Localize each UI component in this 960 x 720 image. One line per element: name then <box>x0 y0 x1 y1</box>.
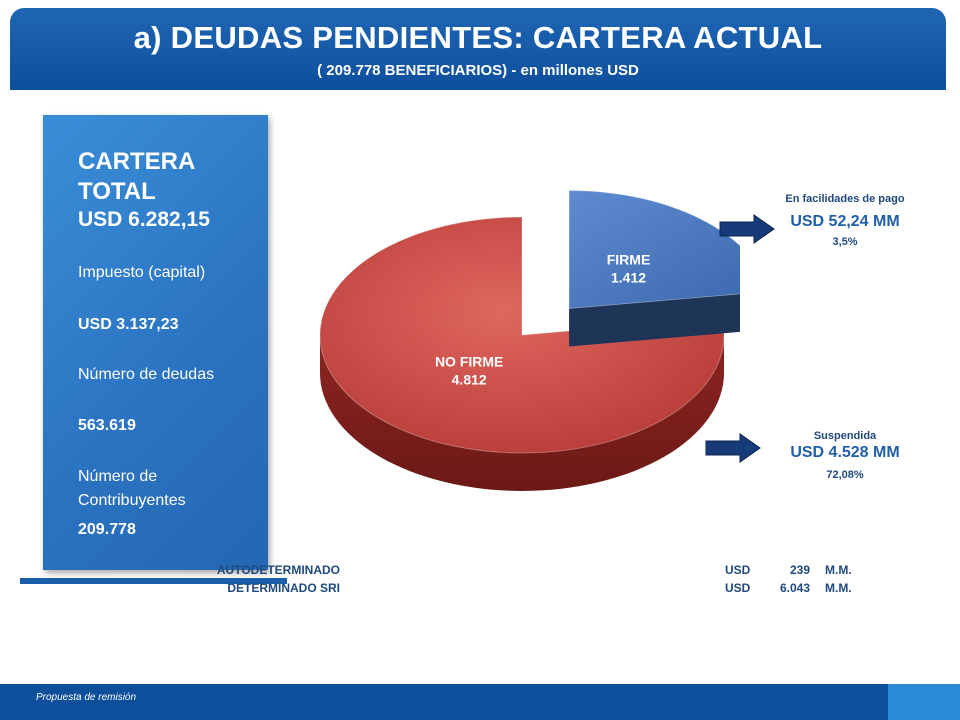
pie-chart: NO FIRME 4.812 FIRME 1.412 <box>319 190 740 491</box>
slice-no-firme <box>319 216 725 454</box>
page-subtitle: ( 209.778 BENEFICIARIOS) - en millones U… <box>317 62 639 79</box>
taxpayer-count-label: Número de Contribuyentes <box>78 468 186 509</box>
panel-total: USD 6.282,15 <box>78 208 210 231</box>
breakdown-currency: USD <box>725 581 751 595</box>
slice-label: NO FIRME <box>435 354 503 370</box>
annotation-label: En facilidades de pago <box>785 193 905 205</box>
slice-value-label: 4.812 <box>452 372 487 388</box>
annotation-percent: 72,08% <box>826 469 864 481</box>
annotation-value: USD 52,24 MM <box>790 213 900 230</box>
breakdown-amount: 6.043 <box>779 581 810 595</box>
page-title: a) DEUDAS PENDIENTES: CARTERA ACTUAL <box>133 20 823 55</box>
tax-capital-label: Impuesto (capital) <box>78 264 206 281</box>
slice-wall-firme <box>569 293 740 347</box>
annotation-label: Suspendida <box>813 430 877 442</box>
footer-accent <box>888 684 960 720</box>
panel-heading: CARTERA TOTAL <box>78 148 195 205</box>
panel-underline <box>20 578 287 584</box>
summary-panel: CARTERA TOTAL USD 6.282,15 Impuesto (cap… <box>43 115 268 570</box>
tax-capital-value: USD 3.137,23 <box>78 316 179 333</box>
debt-count-label: Número de deudas <box>78 366 215 383</box>
slice-side-no-firme <box>320 335 724 491</box>
slice-label: FIRME <box>607 251 651 267</box>
footer-bar: Propuesta de remisión <box>0 684 960 720</box>
slice-firme <box>568 190 740 310</box>
taxpayer-count-value: 209.778 <box>78 521 136 538</box>
slice-value-label: 1.412 <box>611 269 646 285</box>
annotation-percent: 3,5% <box>832 236 858 248</box>
breakdown-name: DETERMINADO SRI <box>227 581 340 595</box>
breakdown-unit: M.M. <box>825 563 852 577</box>
debt-count-value: 563.619 <box>78 417 136 434</box>
arrow-right-icon <box>705 433 761 463</box>
breakdown-name: AUTODETERMINADO <box>216 563 340 577</box>
breakdown-currency: USD <box>725 563 751 577</box>
breakdown-amount: 239 <box>789 563 810 577</box>
footer-text: Propuesta de remisión <box>36 692 137 703</box>
annotation-value: USD 4.528 MM <box>790 444 900 461</box>
arrow-right-icon <box>719 214 775 244</box>
title-banner: a) DEUDAS PENDIENTES: CARTERA ACTUAL ( 2… <box>10 8 946 90</box>
breakdown-unit: M.M. <box>825 581 852 595</box>
